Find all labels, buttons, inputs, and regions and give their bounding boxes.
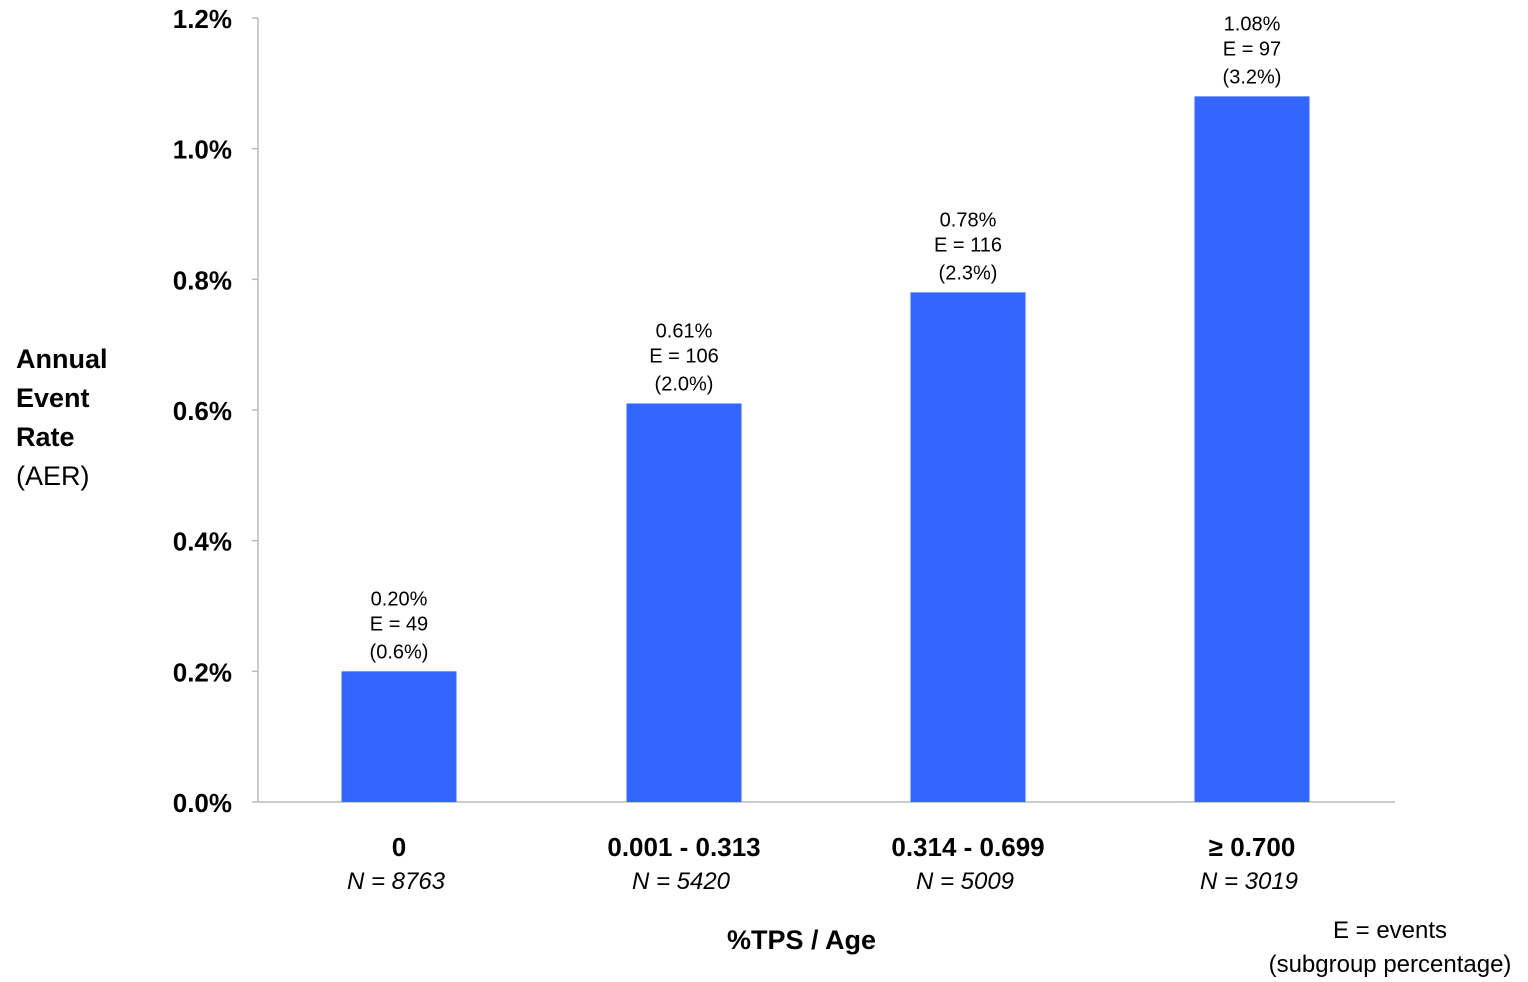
bar-events-label: E = 97 [1223,38,1281,60]
x-category-n-label: N = 8763 [347,868,446,895]
x-axis-title: %TPS / Age [727,925,877,955]
x-category-label: 0 [392,832,406,862]
bar [1194,96,1310,802]
y-axis-title-line2: Event [16,383,90,413]
bar-value-label: 1.08% [1224,13,1281,35]
y-tick-label: 0.0% [173,788,232,818]
bar-events-label: E = 106 [649,345,719,367]
bar-value-label: 0.20% [371,588,428,610]
x-axis-categories: 0 N = 8763 0.001 - 0.313 N = 5420 0.314 - 0.… [347,832,1298,895]
x-category-n-label: N = 5009 [916,868,1014,895]
y-axis-ticks: 0.0% 0.2% 0.4% 0.6% 0.8% 1.0% 1.2% [173,4,258,818]
bar [626,403,742,802]
bar-percentage-label: (2.3%) [939,262,998,284]
y-tick-label: 1.0% [173,135,232,165]
x-category-label: 0.314 - 0.699 [891,832,1044,862]
y-tick-label: 1.2% [173,4,232,34]
y-tick-label: 0.2% [173,657,232,687]
y-axis-title-line1: Annual [16,344,108,374]
footnote-line1: E = events [1332,917,1448,944]
footnote-line2: (subgroup percentage) [1268,951,1512,978]
x-category-label: ≥ 0.700 [1209,832,1296,862]
bars [341,96,1310,802]
bar-value-label: 0.61% [656,320,713,342]
x-category-n-label: N = 5420 [632,868,731,895]
x-category-label: 0.001 - 0.313 [607,832,760,862]
y-axis-title-line4: (AER) [16,461,90,491]
x-category-n-label: N = 3019 [1200,868,1298,895]
bar-events-label: E = 116 [934,234,1002,256]
y-tick-label: 0.8% [173,265,232,295]
bar [910,292,1026,802]
y-tick-label: 0.6% [173,396,232,426]
y-axis-title: Annual Event Rate (AER) [16,340,108,496]
events-footnote: E = events (subgroup percentage) [1252,914,1528,982]
y-axis-title-line3: Rate [16,422,75,452]
bar-annotations: 0.20% E = 49 (0.6%) 0.61% E = 106 (2.0%) 0.78%… [370,13,1282,663]
bar-value-label: 0.78% [940,209,997,231]
bar [341,671,457,802]
bar-percentage-label: (3.2%) [1223,66,1282,88]
bar-events-label: E = 49 [370,613,428,635]
bar-percentage-label: (0.6%) [370,641,429,663]
bar-percentage-label: (2.0%) [655,373,714,395]
y-tick-label: 0.4% [173,527,232,557]
